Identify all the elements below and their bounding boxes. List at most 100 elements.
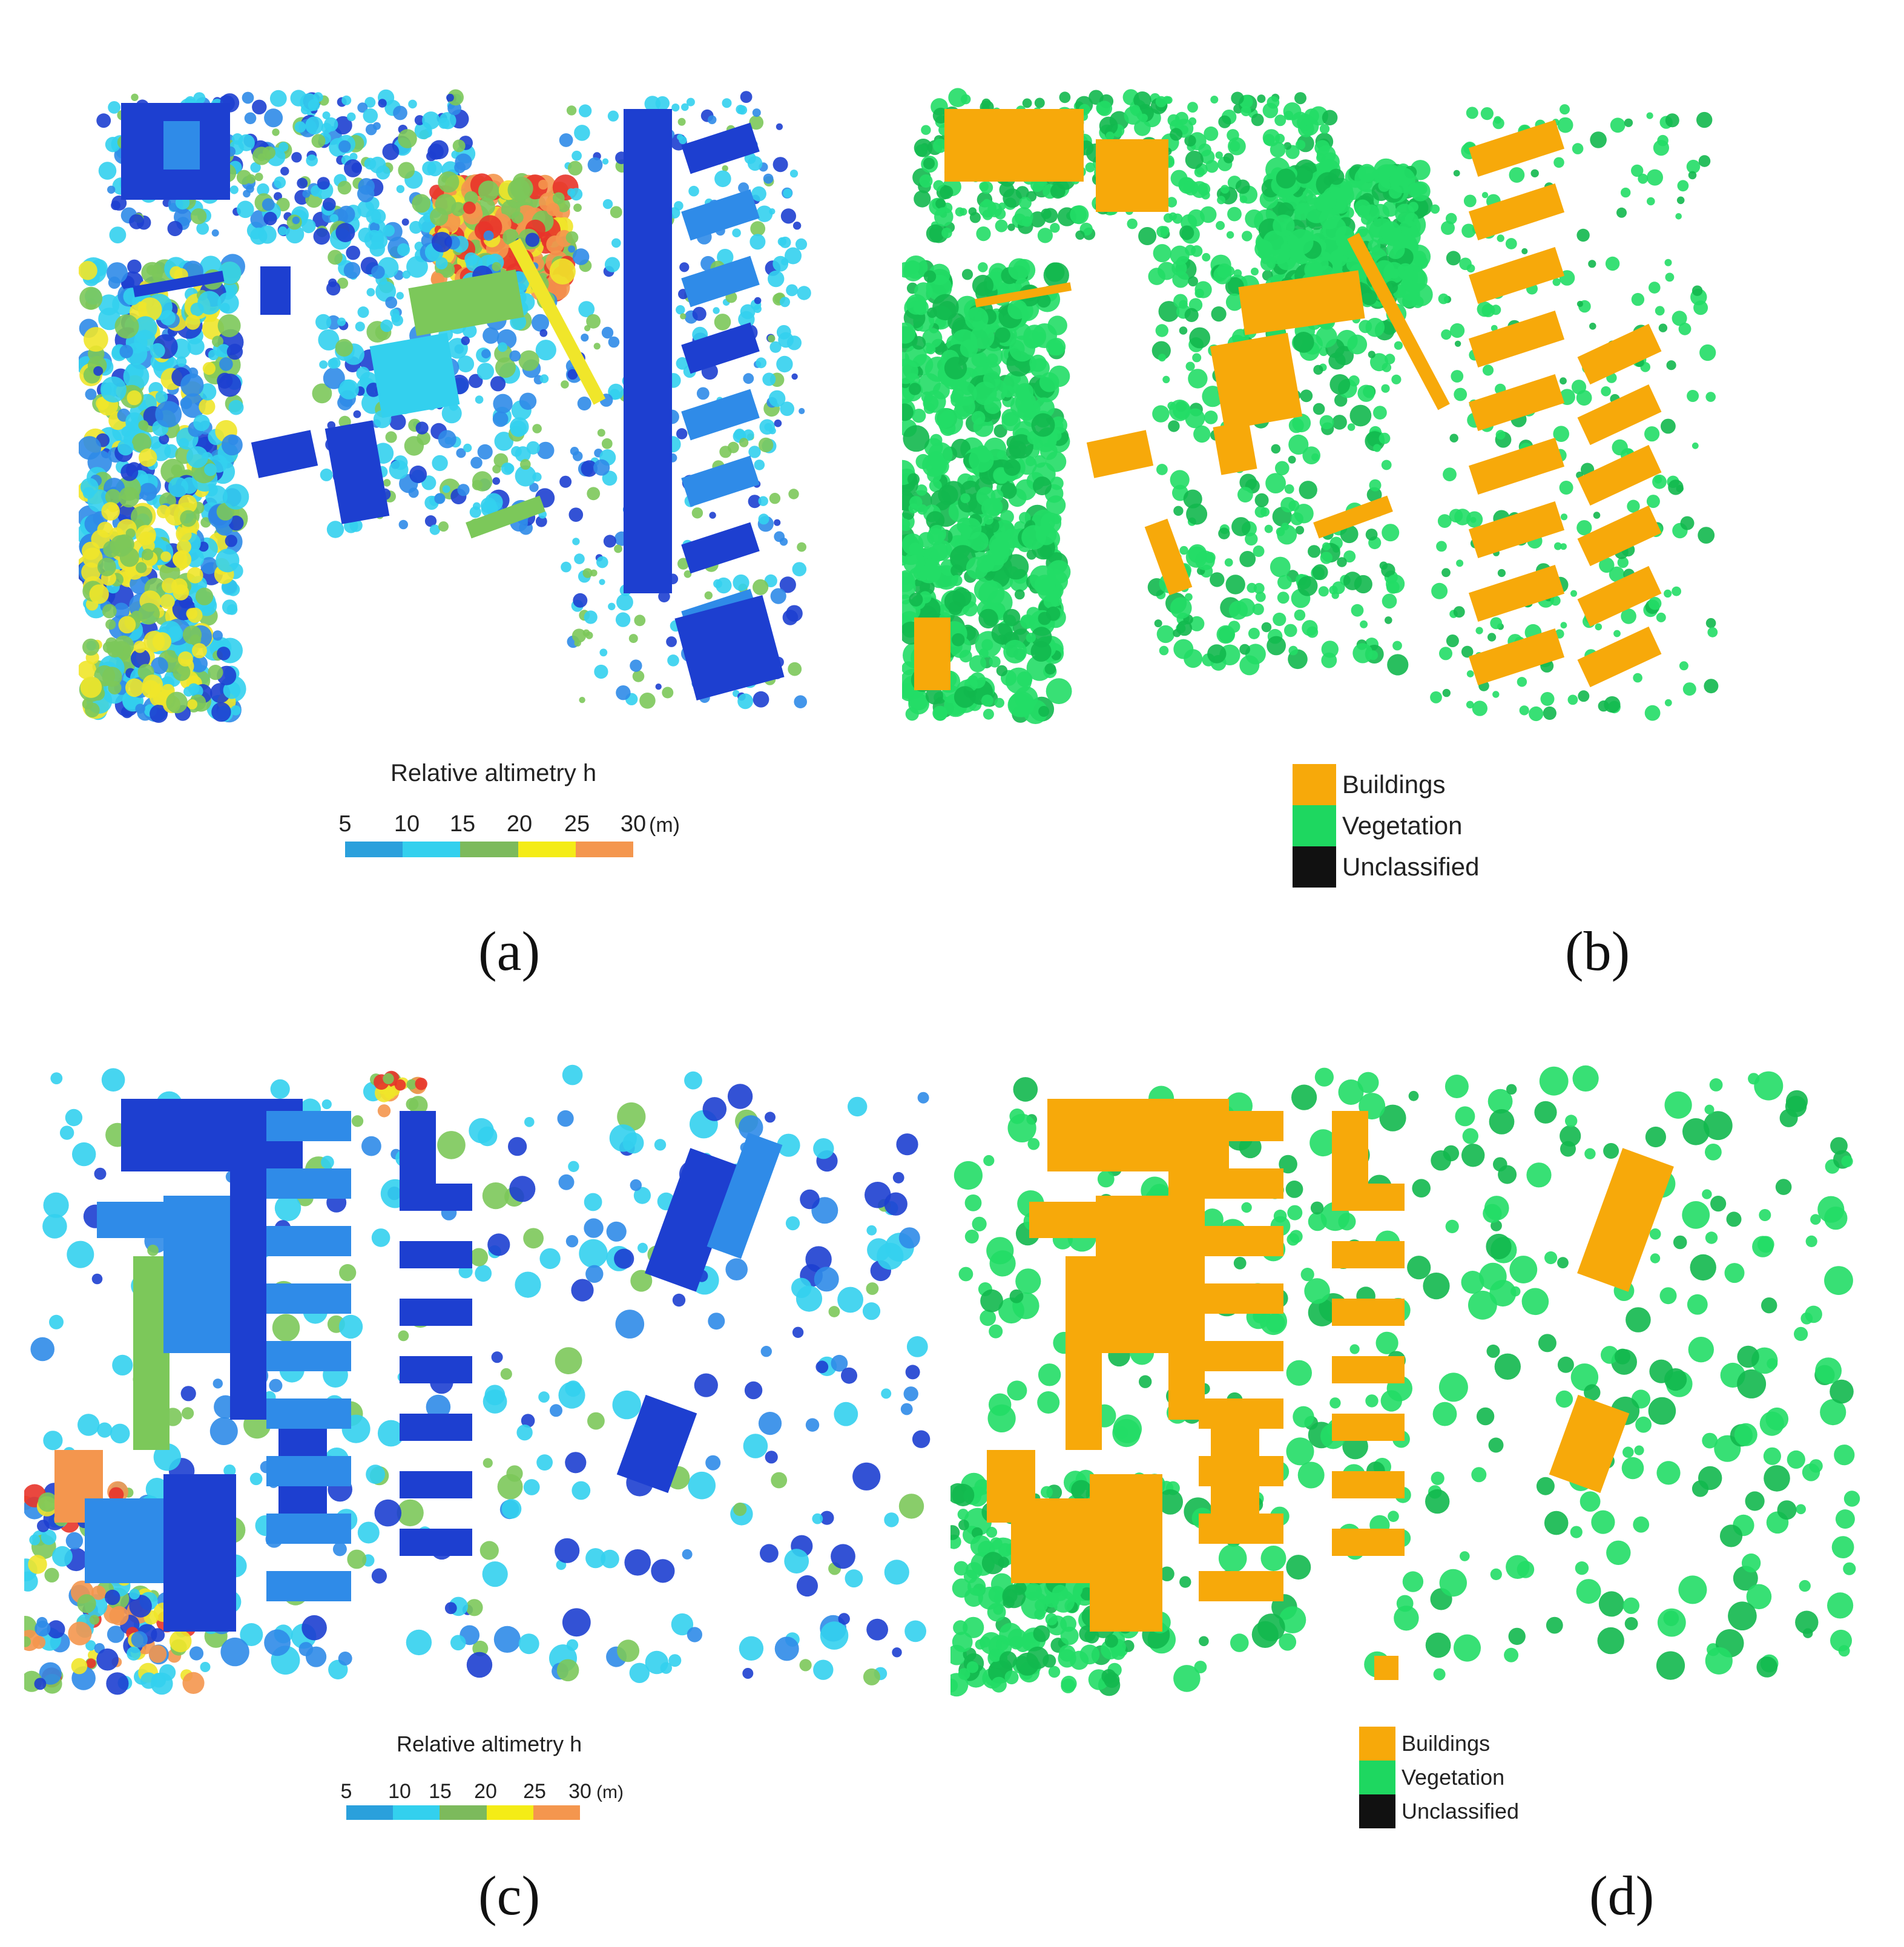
tree-canopy	[1705, 1231, 1718, 1244]
tree-canopy	[1044, 663, 1056, 675]
tree-canopy	[559, 475, 572, 488]
tree-canopy	[1613, 630, 1621, 637]
tree-canopy	[677, 117, 686, 126]
tree-canopy	[950, 1525, 960, 1540]
tree-canopy	[1622, 1446, 1634, 1458]
tree-canopy	[1260, 1546, 1286, 1571]
tree-canopy	[932, 294, 959, 321]
tree-canopy	[365, 124, 377, 136]
tree-canopy	[1328, 168, 1345, 185]
tree-canopy	[1455, 1106, 1475, 1127]
tree-canopy	[713, 307, 720, 314]
tree-canopy	[596, 556, 608, 568]
tree-canopy	[1357, 1072, 1379, 1093]
tree-canopy	[107, 262, 128, 284]
tree-canopy	[1666, 360, 1676, 371]
tree-canopy	[205, 485, 228, 508]
tree-canopy	[686, 97, 695, 107]
tree-canopy	[1160, 226, 1170, 236]
tree-canopy	[789, 170, 799, 178]
building-footprint	[681, 255, 760, 308]
building-footprint	[914, 618, 950, 690]
panel-b-classification-map	[902, 85, 1725, 739]
tree-canopy	[329, 214, 338, 223]
tree-canopy	[347, 1549, 367, 1569]
tree-canopy	[1201, 1208, 1224, 1231]
tree-canopy	[520, 459, 531, 470]
tree-canopy	[357, 1521, 380, 1544]
tree-canopy	[929, 479, 942, 492]
tree-canopy	[1231, 517, 1251, 536]
tree-canopy	[274, 1194, 301, 1222]
tree-canopy	[305, 116, 324, 135]
tree-canopy	[47, 1620, 65, 1639]
tree-canopy	[1445, 1219, 1459, 1233]
tree-canopy	[89, 1615, 99, 1625]
tree-canopy	[438, 521, 449, 532]
tree-canopy	[614, 1248, 634, 1269]
tree-canopy	[1391, 374, 1402, 384]
tree-canopy	[117, 439, 134, 456]
tree-canopy	[228, 400, 244, 415]
tree-canopy	[1576, 390, 1592, 406]
tree-canopy	[1009, 434, 1033, 459]
tree-canopy	[1487, 633, 1497, 642]
tree-canopy	[904, 255, 928, 279]
tree-canopy	[1405, 212, 1418, 227]
tree-canopy	[914, 139, 933, 157]
tree-canopy	[177, 527, 192, 542]
building-footprint	[1199, 1283, 1283, 1314]
tree-canopy	[800, 1189, 820, 1210]
tree-canopy	[1031, 413, 1055, 437]
tree-canopy	[125, 678, 144, 697]
building-footprint	[1238, 270, 1365, 335]
tree-canopy	[1843, 1491, 1860, 1507]
tree-canopy	[1159, 645, 1169, 656]
tree-canopy	[1329, 1397, 1341, 1409]
building-footprint	[508, 238, 606, 405]
tree-canopy	[616, 593, 633, 611]
tree-canopy	[343, 262, 361, 279]
tree-canopy	[1188, 544, 1207, 563]
tree-canopy	[371, 1228, 390, 1247]
panel-d-classification-map	[950, 1062, 1877, 1716]
building-footprint	[1199, 1398, 1283, 1429]
tree-canopy	[1277, 251, 1296, 271]
tree-canopy	[329, 357, 341, 369]
tree-canopy	[1276, 168, 1296, 189]
tree-canopy	[1707, 627, 1718, 637]
tree-canopy	[1487, 1089, 1513, 1114]
tree-canopy	[173, 584, 189, 601]
tree-canopy	[967, 1577, 986, 1596]
tree-canopy	[1488, 1437, 1504, 1453]
tick-label: 25	[523, 1780, 546, 1803]
tree-canopy	[1382, 524, 1400, 542]
tree-canopy	[1665, 272, 1675, 282]
tree-canopy	[507, 179, 530, 202]
tree-canopy	[792, 222, 802, 230]
tree-canopy	[1009, 1289, 1024, 1303]
tree-canopy	[52, 1546, 73, 1567]
tree-canopy	[907, 473, 920, 486]
tree-canopy	[866, 1225, 877, 1236]
tree-canopy	[1343, 550, 1356, 563]
tree-canopy	[199, 383, 217, 401]
ramp-segment	[346, 1805, 394, 1820]
tree-canopy	[38, 1492, 58, 1512]
legend-item-unclassified: Unclassified	[1293, 846, 1479, 888]
tree-canopy	[1199, 1636, 1209, 1647]
tree-canopy	[1294, 165, 1313, 184]
tree-canopy	[969, 212, 981, 223]
tree-canopy	[574, 125, 590, 141]
tree-canopy	[955, 207, 964, 217]
tree-canopy	[722, 165, 728, 172]
tree-canopy	[147, 1244, 159, 1256]
tree-canopy	[1172, 213, 1183, 224]
tree-canopy	[369, 222, 380, 232]
tree-canopy	[246, 174, 256, 184]
tree-canopy	[107, 185, 116, 194]
tree-canopy	[950, 1678, 958, 1693]
tree-canopy	[1754, 1071, 1784, 1101]
tree-canopy	[694, 1373, 718, 1397]
tree-canopy	[464, 252, 478, 266]
